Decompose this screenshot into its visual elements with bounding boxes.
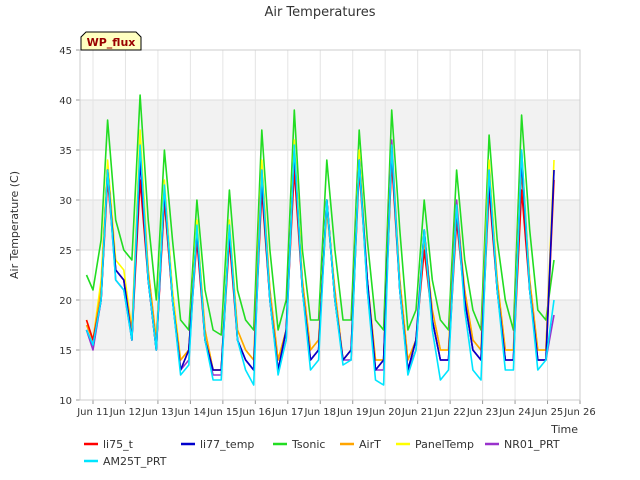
x-tick-label: Jun 25 <box>531 407 564 418</box>
badge-shape <box>80 31 142 51</box>
plot-band <box>80 350 580 400</box>
y-tick-label: 40 <box>59 96 72 107</box>
y-tick-label: 20 <box>59 296 72 307</box>
legend-label: AirT <box>359 438 381 451</box>
legend-label: li77_temp <box>200 438 254 451</box>
y-tick-label: 30 <box>59 196 72 207</box>
chart-title: Air Temperatures <box>264 5 375 20</box>
x-tick-label: Jun 22 <box>433 407 466 418</box>
x-tick-label: Jun 26 <box>563 407 596 418</box>
legend-label: Tsonic <box>291 438 325 451</box>
x-tick-label: Jun 13 <box>141 407 174 418</box>
x-tick-label: Jun 21 <box>401 407 434 418</box>
x-tick-label: Jun 24 <box>498 407 531 418</box>
x-tick-label: Jun 18 <box>303 407 336 418</box>
series-lines <box>85 94 555 386</box>
y-axis-ticks: 10 15 20 25 30 35 40 45 <box>59 46 80 407</box>
legend-label: AM25T_PRT <box>103 455 167 468</box>
x-tick-label: Jun 15 <box>206 407 239 418</box>
plot-band <box>80 300 580 350</box>
site-badge: WP_flux <box>80 31 142 51</box>
legend: li75_t li77_temp Tsonic AirT PanelTemp NR01_P… <box>84 438 560 468</box>
y-tick-label: 10 <box>59 396 72 407</box>
series-line-am25t-prt <box>85 144 555 386</box>
x-tick-label: Jun 17 <box>271 407 304 418</box>
y-axis-label: Air Temperature (C) <box>8 171 21 279</box>
x-tick-label: Jun 23 <box>466 407 499 418</box>
x-tick-label: Jun 14 <box>174 407 207 418</box>
x-axis-label: Time <box>550 423 578 436</box>
y-tick-label: 25 <box>59 246 72 257</box>
plot-frame <box>79 49 581 401</box>
series-line-tsonic <box>85 94 555 336</box>
badge-label: WP_flux <box>87 36 136 49</box>
legend-label: li75_t <box>103 438 134 451</box>
x-tick-label: Jun 19 <box>336 407 369 418</box>
y-tick-label: 15 <box>59 346 72 357</box>
x-tick-label: Jun 20 <box>368 407 401 418</box>
x-tick-label: Jun 16 <box>239 407 272 418</box>
plot-band <box>80 50 580 100</box>
x-axis-ticks: Jun 11 Jun 12 Jun 13 Jun 14 Jun 15 Jun 16 Jun … <box>76 400 596 418</box>
x-tick-label: Jun 12 <box>109 407 142 418</box>
legend-label: NR01_PRT <box>504 438 560 451</box>
legend-label: PanelTemp <box>415 438 474 451</box>
y-tick-label: 45 <box>59 46 72 57</box>
plot-band <box>80 100 580 150</box>
x-tick-label: Jun 11 <box>76 407 109 418</box>
y-tick-label: 35 <box>59 146 72 157</box>
